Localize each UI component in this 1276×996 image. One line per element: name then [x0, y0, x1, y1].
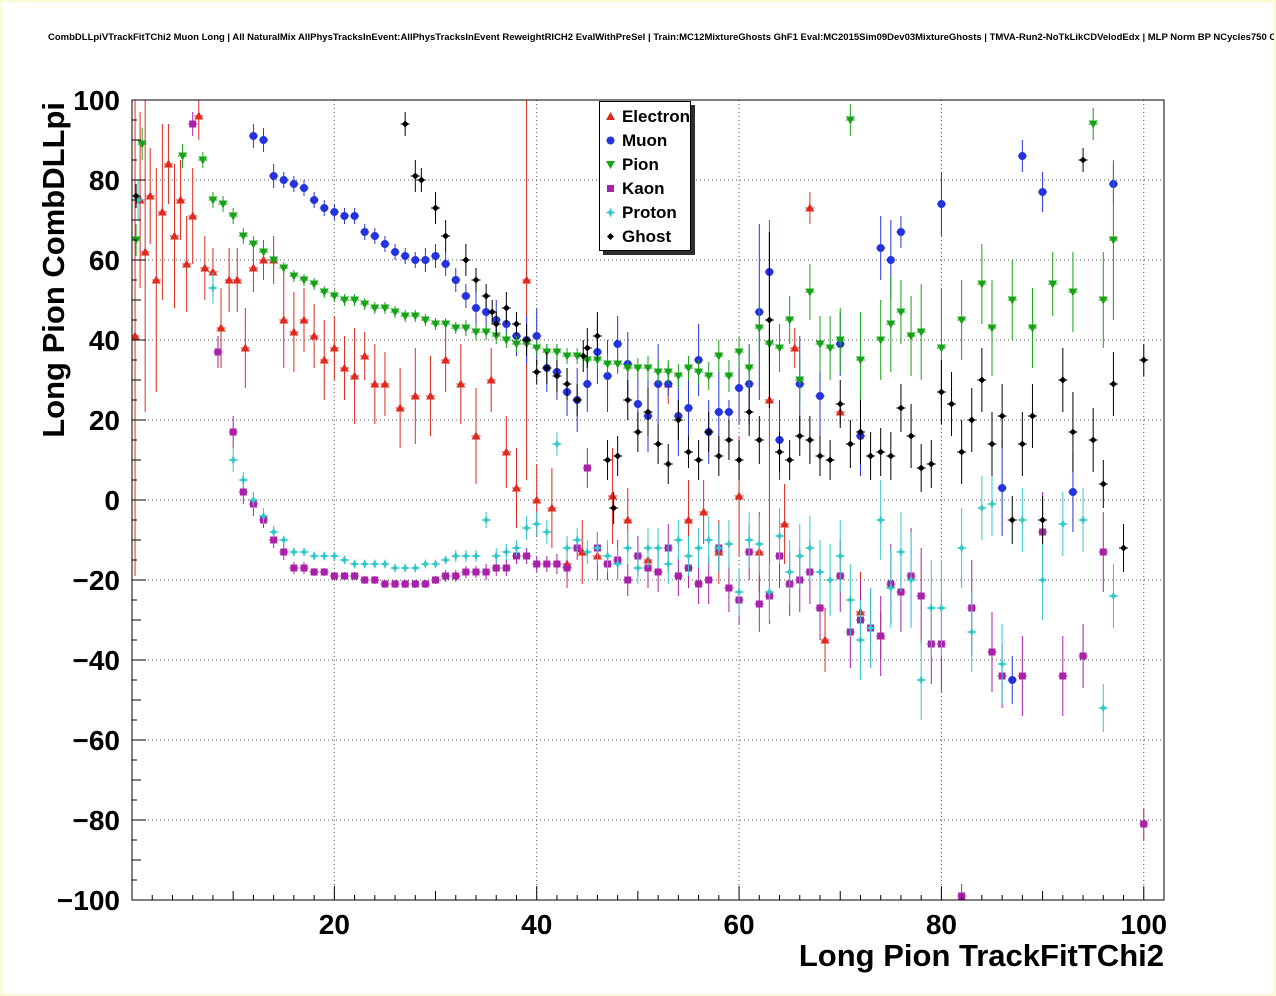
y-tick-label: 40 — [89, 325, 120, 356]
y-axis-title: Long Pion CombDLLpi — [36, 102, 71, 438]
y-tick-label: 100 — [73, 85, 120, 116]
y-tick-label: 80 — [89, 165, 120, 196]
x-axis-title: Long Pion TrackFitTChi2 — [799, 938, 1164, 973]
y-tick-label: 0 — [104, 485, 120, 516]
legend-label: Ghost — [622, 226, 672, 246]
legend-label: Kaon — [622, 178, 665, 198]
x-tick-label: 80 — [926, 909, 957, 940]
legend-label: Proton — [622, 202, 677, 222]
series-electron — [132, 100, 886, 672]
series-proton — [133, 180, 1119, 732]
legend-entry-pion: Pion — [600, 152, 690, 176]
y-tick-label: −40 — [73, 645, 121, 676]
axis-layer: 20 40 60 80 100 −100 −80 −60 −40 −20 0 20 40 60 80 100 — [57, 85, 1167, 940]
legend-entry-electron: Electron — [600, 104, 690, 128]
legend-label: Muon — [622, 130, 668, 150]
x-tick-label: 20 — [319, 909, 350, 940]
pion-marker-icon — [606, 160, 615, 169]
proton-marker-icon — [605, 207, 616, 217]
x-tick-label: 100 — [1120, 909, 1167, 940]
legend-entry-ghost: Ghost — [600, 224, 690, 248]
series-pion — [132, 104, 1118, 408]
legend-label: Pion — [622, 154, 659, 174]
y-tick-label: −80 — [73, 805, 121, 836]
y-tick-label: 60 — [89, 245, 120, 276]
legend: Electron Muon Pion Kaon Proton Ghost — [599, 101, 691, 251]
series-ghost — [132, 112, 1149, 572]
legend-label: Electron — [621, 106, 690, 126]
muon-marker-icon — [606, 136, 615, 144]
legend-entry-kaon: Kaon — [600, 176, 690, 200]
electron-marker-icon — [606, 111, 615, 120]
legend-entry-muon: Muon — [600, 128, 690, 152]
x-tick-label: 60 — [723, 909, 754, 940]
y-tick-label: 20 — [89, 405, 120, 436]
ghost-marker-icon — [607, 232, 614, 240]
plot-title: CombDLLpiVTrackFitTChi2 Muon Long | All … — [48, 32, 1276, 43]
kaon-marker-icon — [607, 184, 614, 192]
x-tick-label: 40 — [521, 909, 552, 940]
legend-entry-proton: Proton — [600, 200, 690, 224]
y-tick-label: −100 — [57, 885, 120, 916]
data-layer — [132, 100, 1149, 900]
y-tick-label: −20 — [73, 565, 121, 596]
y-tick-label: −60 — [73, 725, 121, 756]
